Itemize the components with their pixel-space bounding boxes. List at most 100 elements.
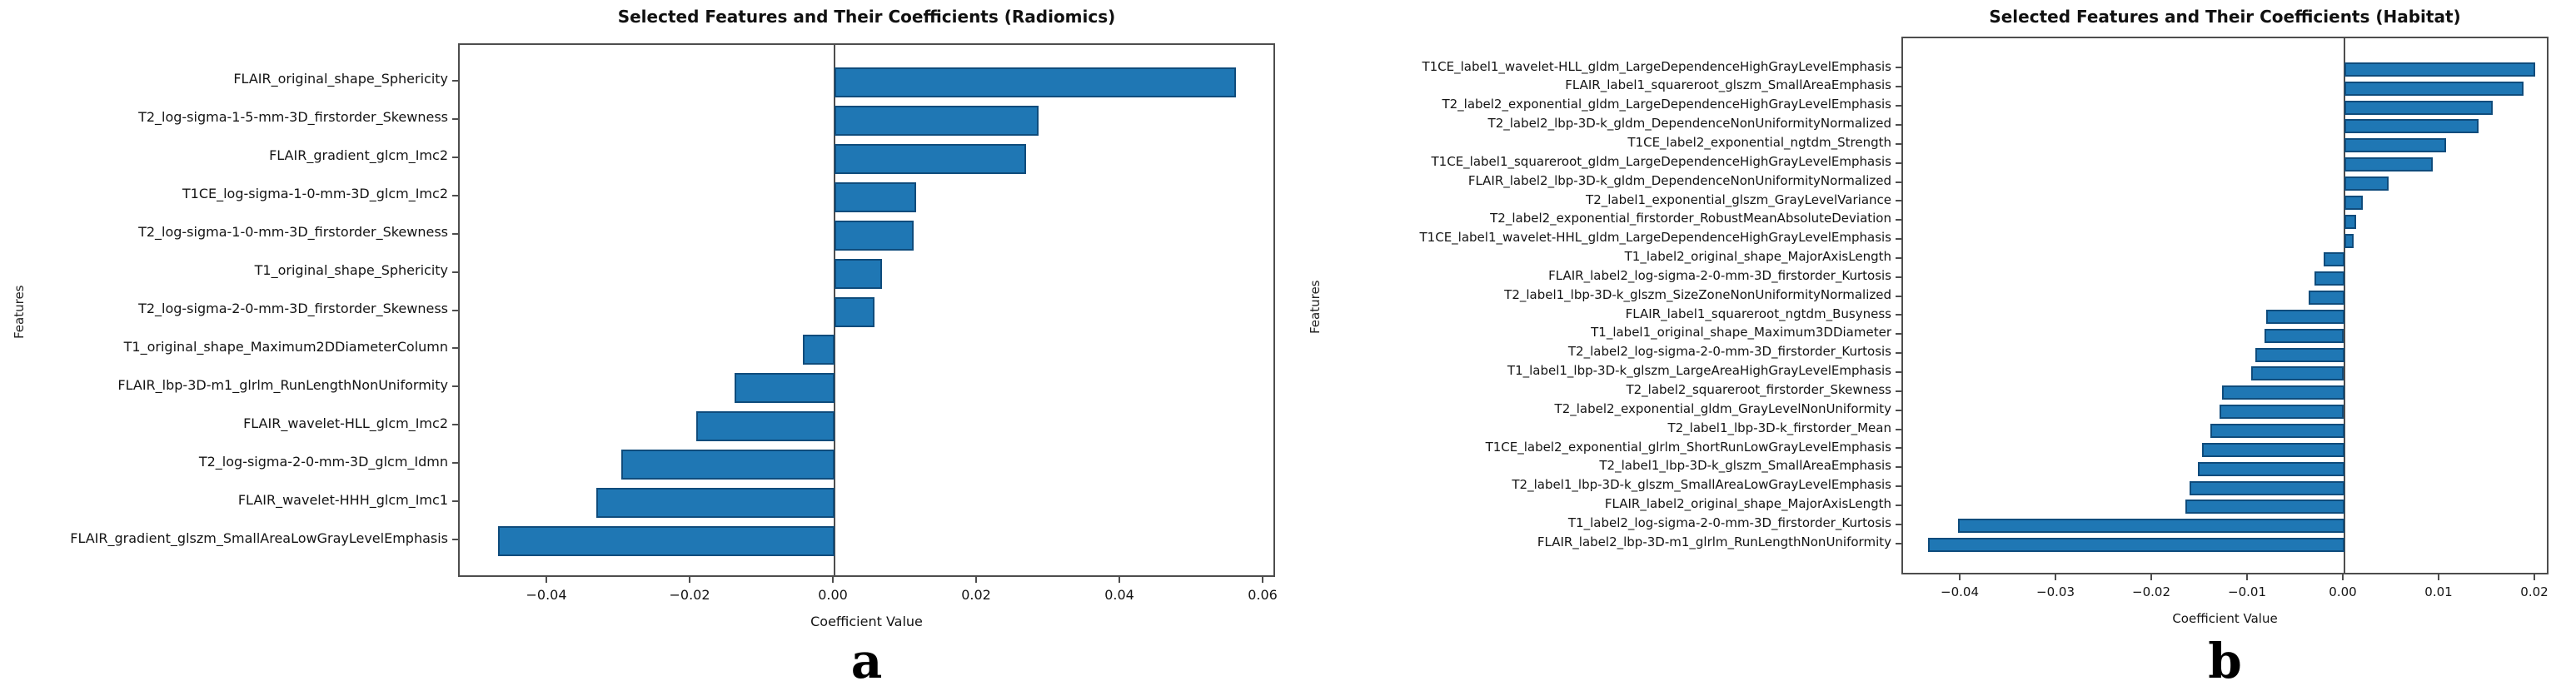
y-tick-mark <box>1896 485 1901 487</box>
x-tick-label: 0.06 <box>1248 587 1278 603</box>
y-tick-label: T2_label2_exponential_gldm_GrayLevelNonU… <box>1554 401 1891 416</box>
x-tick-label: 0.02 <box>961 587 991 603</box>
y-tick-label: T2_log-sigma-2-0-mm-3D_firstorder_Skewne… <box>138 301 448 316</box>
x-tick-label: −0.02 <box>669 587 710 603</box>
bar <box>835 259 882 289</box>
y-tick-mark <box>452 539 458 540</box>
y-tick-mark <box>1896 276 1901 278</box>
chart-title: Selected Features and Their Coefficients… <box>1989 7 2461 27</box>
bar <box>835 67 1236 97</box>
y-tick-mark <box>452 347 458 349</box>
y-tick-label: T2_label1_lbp-3D-k_firstorder_Mean <box>1667 420 1891 435</box>
bar <box>2344 215 2356 229</box>
y-tick-mark <box>1896 352 1901 354</box>
chart-title: Selected Features and Their Coefficients… <box>617 7 1116 27</box>
y-tick-mark <box>1896 105 1901 107</box>
bar <box>835 221 914 251</box>
y-tick-label: FLAIR_lbp-3D-m1_glrlm_RunLengthNonUnifor… <box>117 377 448 393</box>
y-tick-mark <box>1896 86 1901 87</box>
x-axis-label: Coefficient Value <box>2172 611 2278 626</box>
y-tick-mark <box>1896 524 1901 525</box>
y-tick-mark <box>1896 257 1901 259</box>
y-tick-mark <box>1896 333 1901 335</box>
y-tick-label: T2_label1_lbp-3D-k_glszm_SizeZoneNonUnif… <box>1504 287 1891 302</box>
x-tick-mark <box>2534 574 2535 580</box>
bar <box>2314 271 2344 286</box>
chart-a: Selected Features and Their Coefficients… <box>0 0 1287 691</box>
y-tick-label: FLAIR_label2_lbp-3D-m1_glrlm_RunLengthNo… <box>1537 534 1891 549</box>
x-axis-label: Coefficient Value <box>810 614 923 629</box>
x-tick-mark <box>689 577 690 583</box>
y-tick-mark <box>452 500 458 502</box>
y-tick-mark <box>1896 200 1901 201</box>
x-tick-mark <box>546 577 547 583</box>
y-tick-mark <box>1896 219 1901 221</box>
bar <box>2344 138 2446 152</box>
y-tick-label: T2_label2_lbp-3D-k_gldm_DependenceNonUni… <box>1487 116 1891 131</box>
bar <box>2309 291 2344 305</box>
y-tick-mark <box>1896 371 1901 373</box>
x-tick-mark <box>1262 577 1263 583</box>
x-tick-label: 0.00 <box>818 587 848 603</box>
y-tick-label: FLAIR_label1_squareroot_glszm_SmallAreaE… <box>1565 77 1891 92</box>
y-tick-mark <box>1896 466 1901 468</box>
bar <box>2344 62 2535 77</box>
x-tick-label: −0.02 <box>2132 584 2170 599</box>
bar <box>2265 329 2344 343</box>
y-tick-label: FLAIR_gradient_glszm_SmallAreaLowGrayLev… <box>70 530 448 546</box>
bar <box>2190 481 2344 495</box>
y-tick-label: T2_label1_lbp-3D-k_glszm_SmallAreaEmphas… <box>1599 458 1891 473</box>
bar <box>2344 82 2524 96</box>
y-tick-label: T2_label2_exponential_firstorder_RobustM… <box>1490 211 1891 226</box>
y-tick-mark <box>452 424 458 425</box>
y-tick-label: T2_label2_log-sigma-2-0-mm-3D_firstorder… <box>1567 344 1891 359</box>
y-tick-mark <box>452 310 458 311</box>
y-tick-mark <box>452 118 458 120</box>
y-tick-mark <box>452 462 458 464</box>
y-tick-mark <box>1896 296 1901 297</box>
y-tick-mark <box>1896 543 1901 544</box>
x-tick-label: −0.01 <box>2228 584 2266 599</box>
x-tick-mark <box>2055 574 2056 580</box>
bar <box>2210 424 2344 438</box>
bar <box>2344 176 2389 191</box>
y-tick-label: T1CE_label1_wavelet-HHL_gldm_LargeDepend… <box>1419 230 1891 245</box>
bar <box>2255 348 2344 362</box>
x-tick-label: −0.04 <box>1941 584 1979 599</box>
y-tick-label: FLAIR_wavelet-HHH_glcm_Imc1 <box>237 492 448 508</box>
y-tick-label: T1_original_shape_Sphericity <box>254 262 448 278</box>
x-tick-label: 0.02 <box>2520 584 2549 599</box>
x-tick-label: 0.01 <box>2424 584 2453 599</box>
y-tick-label: T1CE_label1_squareroot_gldm_LargeDepende… <box>1431 154 1891 169</box>
y-tick-label: FLAIR_label2_lbp-3D-k_gldm_DependenceNon… <box>1467 173 1891 188</box>
x-tick-label: −0.03 <box>2036 584 2075 599</box>
bar <box>2222 385 2344 400</box>
x-tick-mark <box>2150 574 2152 580</box>
chart-b: Selected Features and Their Coefficients… <box>1289 0 2576 691</box>
bar <box>2344 101 2493 115</box>
y-tick-mark <box>1896 181 1901 183</box>
y-tick-label: T2_log-sigma-2-0-mm-3D_glcm_Idmn <box>198 454 448 470</box>
y-tick-label: T1CE_log-sigma-1-0-mm-3D_glcm_Imc2 <box>182 186 448 201</box>
bar <box>696 411 835 441</box>
bar <box>2324 252 2344 266</box>
y-tick-label: T2_label2_squareroot_firstorder_Skewness <box>1626 382 1891 397</box>
bar <box>2344 157 2433 172</box>
bar <box>2198 462 2344 476</box>
y-tick-mark <box>1896 67 1901 68</box>
y-tick-label: T1_label2_original_shape_MajorAxisLength <box>1624 249 1891 264</box>
x-tick-mark <box>2246 574 2248 580</box>
y-tick-label: T2_label1_exponential_glszm_GrayLevelVar… <box>1586 192 1891 207</box>
x-tick-label: −0.04 <box>526 587 567 603</box>
x-tick-mark <box>975 577 977 583</box>
bar <box>835 182 916 212</box>
figure-caption: a <box>850 633 883 689</box>
y-tick-label: FLAIR_wavelet-HLL_glcm_Imc2 <box>243 415 448 431</box>
y-tick-label: T1CE_label2_exponential_glrlm_ShortRunLo… <box>1485 440 1891 455</box>
x-tick-mark <box>832 577 834 583</box>
bar <box>735 373 835 403</box>
x-tick-mark <box>2438 574 2439 580</box>
y-tick-label: T2_log-sigma-1-5-mm-3D_firstorder_Skewne… <box>138 109 448 125</box>
y-tick-mark <box>452 157 458 158</box>
